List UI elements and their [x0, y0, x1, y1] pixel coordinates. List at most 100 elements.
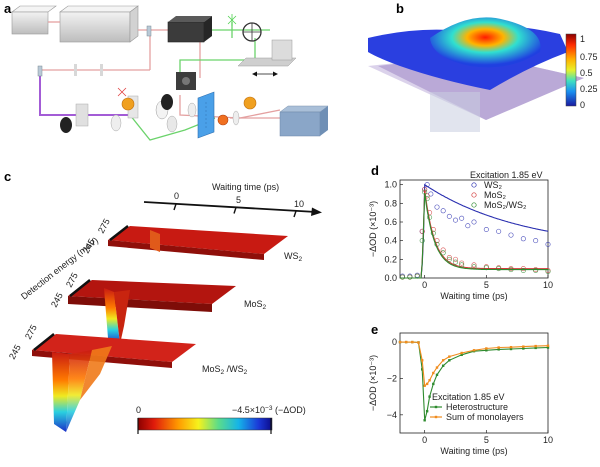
colorbar-tick-075: 0.75 — [580, 52, 598, 62]
series-point — [421, 368, 424, 371]
red-sparkle-icon — [117, 87, 127, 97]
data-point — [399, 274, 405, 280]
data-point — [459, 215, 465, 221]
chart-annotation: Excitation 1.85 eV — [432, 392, 505, 402]
series-point — [509, 347, 513, 351]
mos2-label: MoS2 — [244, 299, 267, 311]
data-point — [430, 230, 436, 236]
data-point — [471, 262, 477, 268]
ws2-label: WS2 — [284, 251, 303, 263]
data-point — [520, 236, 526, 242]
series-point — [435, 366, 439, 369]
x-axis-label: Waiting time (ps) — [440, 291, 507, 301]
waiting-time-axis — [143, 201, 317, 213]
series-point — [425, 382, 429, 386]
series-point — [522, 345, 525, 348]
y-tick-label: 1.0 — [384, 180, 397, 190]
legend-label: Sum of monolayers — [446, 412, 524, 422]
series-point — [432, 371, 435, 375]
data-point — [446, 213, 452, 219]
colorbar-b — [565, 33, 577, 107]
colorbar-tick-025: 0.25 — [580, 84, 598, 94]
legend-marker — [434, 415, 438, 419]
panel-label-b: b — [396, 1, 404, 16]
data-point — [520, 268, 526, 274]
series-point — [435, 373, 439, 377]
series-point — [485, 349, 488, 352]
mirror-1 — [146, 25, 152, 37]
hetero-label: MoS2 /WS2 — [202, 364, 248, 376]
data-point — [452, 217, 458, 223]
panel-label-d: d — [371, 163, 379, 178]
data-point — [471, 219, 477, 225]
series-point — [522, 347, 525, 350]
chart-e: 0 5 10 0 −2 −4 Waiting time (ps) −ΔOD (×10⁻³) Ex… — [368, 332, 553, 456]
y-tick-label: 0 — [392, 337, 397, 347]
legend-label: MoS₂ — [484, 190, 507, 200]
data-point — [427, 214, 433, 220]
series-point — [460, 351, 463, 355]
data-point — [424, 196, 430, 202]
x-tick-label: 5 — [484, 435, 489, 445]
data-point — [414, 273, 420, 279]
detector-cylinder-2 — [161, 94, 173, 110]
legend-marker — [471, 202, 477, 208]
data-point — [496, 266, 502, 272]
data-point — [440, 247, 446, 253]
series-point — [441, 364, 445, 367]
series-point — [485, 347, 488, 350]
series-point — [497, 348, 500, 351]
data-point — [452, 259, 458, 265]
data-point — [446, 254, 452, 260]
y-tick-label: 0.4 — [384, 236, 397, 246]
data-point — [422, 186, 428, 192]
hetero-energy-275: 275 — [23, 323, 39, 341]
colorbar-tick-1: 1 — [580, 34, 585, 44]
y-tick-label: −4 — [387, 410, 397, 420]
data-point — [452, 256, 458, 262]
series-point — [534, 346, 537, 350]
x-tick-label: 0 — [422, 280, 427, 290]
y-axis-label: −ΔOD (×10⁻³) — [368, 201, 378, 257]
data-point — [419, 238, 425, 244]
data-point — [496, 228, 502, 234]
data-point — [508, 232, 514, 238]
x-tick-label: 10 — [543, 435, 553, 445]
hetero-surface: 245 275 MoS2 /WS2 — [7, 323, 248, 432]
series-point — [428, 379, 431, 382]
surface-plot-3d: 1 0.75 0.5 0.25 0 — [368, 17, 598, 132]
series-point — [425, 409, 429, 413]
plot-frame — [399, 332, 549, 434]
series-point — [423, 384, 426, 387]
mos2-surface: 245 275 MoS2 — [49, 271, 267, 344]
plot-frame — [399, 179, 549, 279]
waiting-tick-5: 5 — [236, 195, 241, 205]
data-point — [440, 208, 446, 214]
panel-label-c: c — [4, 169, 11, 184]
data-point — [434, 241, 440, 247]
scale-bar-left — [383, 91, 397, 97]
sample-flake — [430, 92, 480, 132]
data-point — [434, 204, 440, 210]
data-point — [419, 228, 425, 234]
data-point — [471, 264, 477, 270]
mirror-2 — [37, 65, 43, 77]
ws2-surface: 245 275 WS2 — [81, 217, 303, 263]
colorbar-tick-05: 0.5 — [580, 68, 593, 78]
data-point — [508, 267, 514, 273]
x-tick-label: 10 — [543, 280, 553, 290]
ws2-energy-275: 275 — [96, 217, 112, 235]
series-point — [472, 349, 476, 352]
colorbar-c — [137, 417, 273, 431]
waiting-tick-0: 0 — [174, 191, 179, 201]
legend-label: WS₂ — [484, 180, 502, 190]
data-point — [407, 274, 413, 280]
x-tick-label: 5 — [484, 280, 489, 290]
series-point — [448, 359, 451, 362]
legend-marker — [434, 405, 438, 409]
series-point — [428, 395, 431, 398]
data-point — [465, 223, 471, 229]
chart-d: 0 5 10 0.0 0.2 0.4 0.6 0.8 1.0 Waiting time (ps) −… — [368, 170, 553, 301]
series-point — [423, 419, 426, 422]
data-point — [533, 238, 539, 244]
